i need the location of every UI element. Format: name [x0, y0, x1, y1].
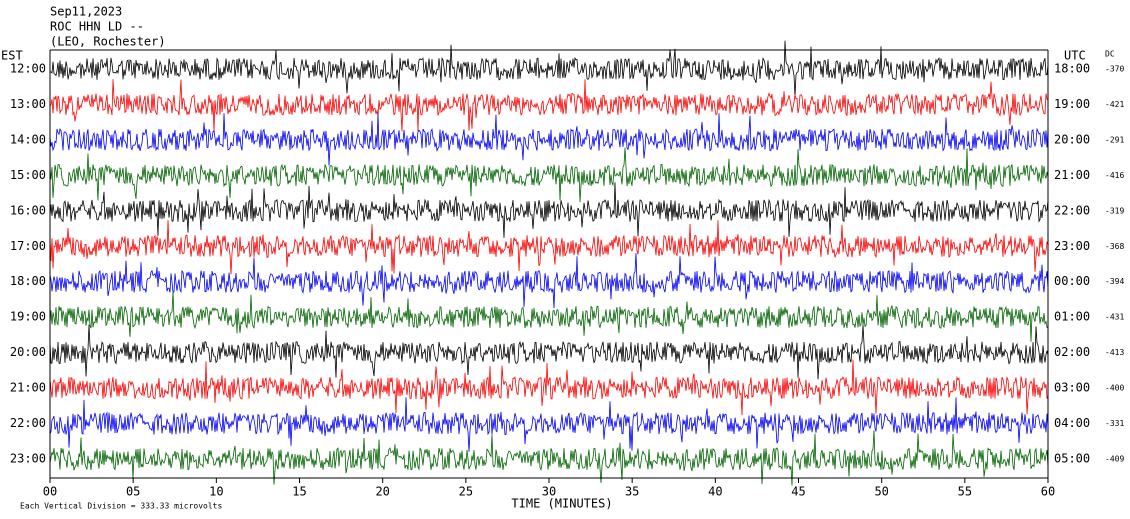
x-axis-title: TIME (MINUTES) — [511, 497, 612, 511]
x-tick-label: 60 — [1041, 485, 1055, 499]
est-label: 14:00 — [10, 132, 46, 146]
utc-label: 18:00 — [1054, 62, 1090, 76]
trace — [49, 182, 1049, 238]
trace — [49, 79, 1049, 132]
est-label: 20:00 — [10, 345, 46, 359]
utc-label: 19:00 — [1054, 97, 1090, 111]
trace — [49, 253, 1049, 309]
trace — [49, 324, 1049, 380]
x-tick-label: 30 — [542, 485, 556, 499]
utc-label: 02:00 — [1054, 345, 1090, 359]
dc-value: -413 — [1105, 348, 1124, 357]
dc-value: -394 — [1105, 277, 1124, 286]
utc-label: 04:00 — [1054, 416, 1090, 430]
est-label: 15:00 — [10, 168, 46, 182]
est-label: 22:00 — [10, 416, 46, 430]
trace — [49, 291, 1049, 342]
est-label: 16:00 — [10, 203, 46, 217]
x-tick-label: 10 — [209, 485, 223, 499]
scale-note: Each Vertical Division = 333.33 microvol… — [20, 502, 222, 511]
traces — [49, 40, 1049, 486]
dc-value: -400 — [1105, 384, 1124, 393]
x-tick-label: 50 — [874, 485, 888, 499]
trace — [49, 147, 1049, 203]
trace — [49, 430, 1049, 486]
left-label: EST — [1, 49, 23, 63]
trace — [49, 112, 1049, 166]
est-label: 17:00 — [10, 239, 46, 253]
dc-value: -331 — [1105, 419, 1124, 428]
utc-label: 01:00 — [1054, 310, 1090, 324]
trace — [49, 220, 1049, 275]
utc-label: 05:00 — [1054, 451, 1090, 465]
est-label: 23:00 — [10, 451, 46, 465]
dc-value: -319 — [1105, 206, 1124, 215]
dc-value: -368 — [1105, 242, 1124, 251]
dc-value: -291 — [1105, 135, 1124, 144]
utc-label: 22:00 — [1054, 203, 1090, 217]
x-tick-label: 00 — [43, 485, 57, 499]
est-label: 18:00 — [10, 274, 46, 288]
trace — [49, 40, 1049, 97]
utc-label: 23:00 — [1054, 239, 1090, 253]
x-tick-label: 40 — [708, 485, 722, 499]
x-tick-label: 25 — [459, 485, 473, 499]
trace — [49, 397, 1049, 452]
trace — [49, 359, 1049, 416]
dc-value: -409 — [1105, 454, 1124, 463]
est-label: 19:00 — [10, 310, 46, 324]
dc-value: -421 — [1105, 100, 1124, 109]
x-tick-label: 35 — [625, 485, 639, 499]
right-label: UTC — [1064, 49, 1086, 63]
utc-label: 00:00 — [1054, 274, 1090, 288]
title-line: (LEO, Rochester) — [50, 35, 166, 49]
dc-value: -370 — [1105, 65, 1124, 74]
dc-label: DC — [1105, 50, 1115, 59]
title-line: ROC HHN LD -- — [50, 20, 144, 34]
x-tick-label: 45 — [791, 485, 805, 499]
x-tick-label: 05 — [126, 485, 140, 499]
est-label: 21:00 — [10, 381, 46, 395]
est-label: 13:00 — [10, 97, 46, 111]
utc-label: 21:00 — [1054, 168, 1090, 182]
utc-label: 20:00 — [1054, 132, 1090, 146]
est-label: 12:00 — [10, 62, 46, 76]
x-tick-label: 55 — [958, 485, 972, 499]
utc-label: 03:00 — [1054, 381, 1090, 395]
dc-value: -416 — [1105, 171, 1124, 180]
dc-value: -431 — [1105, 313, 1124, 322]
x-tick-label: 20 — [375, 485, 389, 499]
x-tick-label: 15 — [292, 485, 306, 499]
title-line: Sep11,2023 — [50, 5, 122, 19]
